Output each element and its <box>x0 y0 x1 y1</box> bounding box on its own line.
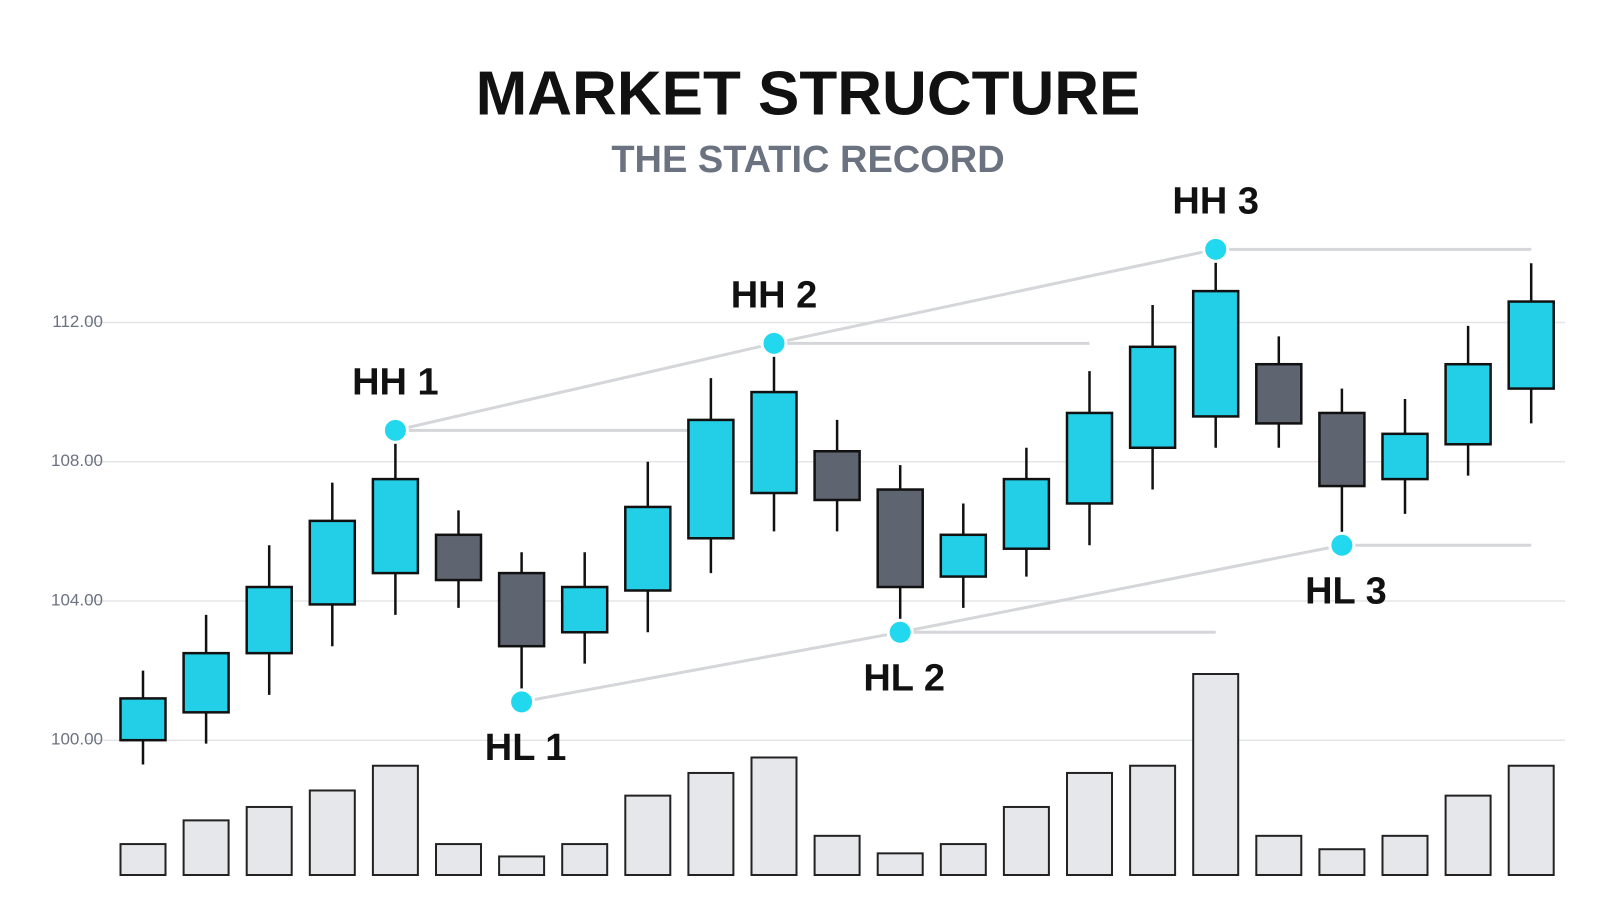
volume-bar <box>750 756 798 876</box>
volume-bar <box>1381 834 1429 876</box>
swing-label: HL 2 <box>863 657 945 699</box>
candle-body <box>560 585 609 634</box>
volume-bar <box>182 819 230 876</box>
volume-bar <box>687 771 735 877</box>
swing-label: HL 1 <box>485 727 567 769</box>
swing-marker <box>1328 531 1356 559</box>
candle-body <box>939 533 988 578</box>
volume-bar <box>876 852 924 876</box>
candle-body <box>750 390 798 495</box>
grid: 100.00 104.00 108.00 112.00 <box>51 312 1565 749</box>
candle-body <box>434 533 483 582</box>
chart-title: MARKET STRUCTURE <box>476 59 1141 128</box>
volume-bar <box>1002 805 1050 877</box>
volume-panel <box>119 673 1555 877</box>
candle-body <box>1507 300 1555 390</box>
volume-bar <box>498 855 546 877</box>
volume-bar <box>1066 771 1113 877</box>
volume-bar <box>813 834 861 876</box>
swing-label: HL 3 <box>1305 570 1387 612</box>
volume-bar <box>1444 794 1492 877</box>
chart-subtitle: THE STATIC RECORD <box>611 139 1004 181</box>
y-tick-label: 104.00 <box>51 590 103 609</box>
volume-bar <box>435 843 482 876</box>
candle-body <box>876 488 924 589</box>
candle-body <box>1002 477 1051 550</box>
candle-body <box>245 585 293 655</box>
swing-label: HH 3 <box>1172 180 1259 222</box>
swing-marker <box>760 329 788 357</box>
trend-line <box>899 543 1343 634</box>
trend-line <box>395 341 775 432</box>
candle-body <box>1065 411 1114 505</box>
candle-body <box>1191 289 1240 418</box>
candle-body <box>119 697 167 742</box>
swing-label: HH 2 <box>731 274 818 316</box>
volume-bar <box>561 843 609 876</box>
swing-label: HH 1 <box>352 361 439 403</box>
volume-bar <box>371 764 419 876</box>
candle-body <box>624 505 672 592</box>
volume-bar <box>1318 848 1366 877</box>
annotations: HH 1 HH 2 HH 3 HL 1 HL 2 HL 3 <box>352 180 1387 769</box>
y-tick-label: 108.00 <box>51 451 103 470</box>
volume-bar <box>1192 673 1240 876</box>
structure-lines <box>395 247 1532 704</box>
candle-body <box>1381 432 1429 481</box>
volume-bar <box>1255 834 1303 876</box>
volume-bar <box>1507 764 1555 876</box>
candle-body <box>182 651 230 714</box>
candle-body <box>1318 411 1366 488</box>
candle-body <box>308 519 357 606</box>
volume-bar <box>939 843 987 876</box>
candle-body <box>687 418 735 540</box>
volume-bar <box>1129 764 1177 876</box>
candle-body <box>1128 345 1177 450</box>
candle-body <box>497 571 546 648</box>
candle-body <box>371 477 420 575</box>
candle-body <box>1444 362 1492 446</box>
y-tick-label: 112.00 <box>52 312 103 331</box>
trend-line <box>773 247 1217 345</box>
trend-line <box>521 630 901 704</box>
candle-body <box>813 449 861 502</box>
volume-bar <box>119 843 167 876</box>
candles <box>119 249 1555 765</box>
volume-bar <box>624 794 672 877</box>
volume-bar <box>245 805 293 877</box>
volume-bar <box>308 789 356 877</box>
swing-marker <box>381 416 409 444</box>
swing-marker <box>1202 235 1230 263</box>
swing-marker <box>886 618 914 646</box>
y-tick-label: 100.00 <box>51 730 103 749</box>
candle-body <box>1255 362 1303 425</box>
swing-marker <box>508 688 536 716</box>
